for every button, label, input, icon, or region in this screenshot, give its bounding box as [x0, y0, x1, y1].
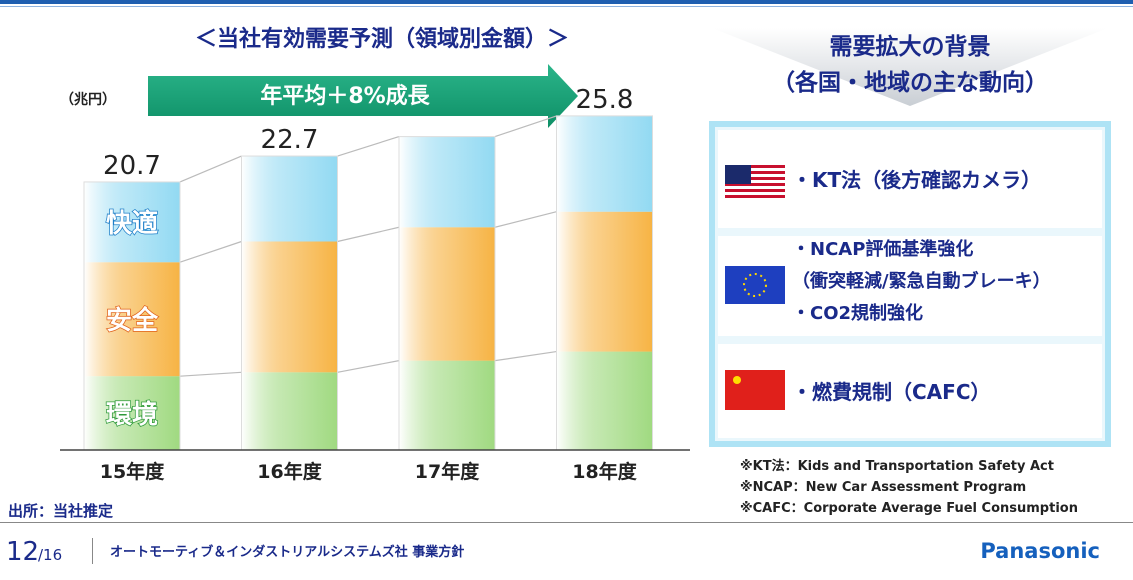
connector: [494, 211, 557, 228]
eu-flag: [725, 266, 785, 304]
bar-segment: [399, 360, 495, 450]
bg-title: 需要拡大の背景: [830, 34, 991, 60]
connector: [179, 240, 242, 263]
x-tick-label: 15年度: [100, 460, 165, 483]
bar-segment: [84, 181, 180, 263]
bar-segment: [399, 227, 495, 361]
note: ※CAFC：Corporate Average Fuel Consumption: [740, 501, 1078, 516]
total-label: 25.8: [576, 85, 634, 115]
item-line: ・KT法（後方確認カメラ）: [792, 168, 1041, 192]
bar-segment: [241, 372, 338, 450]
us-flag: [725, 165, 785, 201]
connector: [337, 136, 400, 157]
top-border-thin: [0, 6, 1133, 7]
bar-segment: [556, 351, 653, 450]
bar-segment: [241, 241, 338, 373]
note: ※NCAP：New Car Assessment Program: [740, 480, 1026, 495]
unit-label: （兆円）: [60, 92, 116, 108]
x-tick-label: 16年度: [257, 460, 322, 483]
footer-divider: [92, 538, 93, 564]
x-tick-label: 18年度: [572, 460, 637, 483]
bar-segment: [84, 376, 180, 450]
growth-arrow: [148, 64, 578, 128]
item-line: （衝突軽減/緊急自動ブレーキ）: [792, 270, 1051, 292]
bar-segment: [399, 136, 495, 228]
footer-rule: [0, 522, 1133, 523]
connector: [337, 226, 400, 243]
bg-subtitle: （各国・地域の主な動向）: [772, 69, 1048, 96]
connector: [337, 360, 400, 373]
total-label: 20.7: [103, 151, 161, 181]
item-line: ・NCAP評価基準強化: [792, 238, 973, 260]
connector: [179, 155, 242, 183]
connector: [494, 115, 557, 138]
series-label: 安全: [106, 305, 159, 336]
brand: Panasonic: [980, 539, 1100, 563]
connector: [179, 371, 242, 377]
growth-label: 年平均＋8%成長: [260, 83, 430, 109]
item-line: ・燃費規制（CAFC）: [792, 380, 991, 404]
bar-segment: [556, 211, 653, 352]
total-label: 22.7: [261, 125, 319, 155]
header-chevron: [712, 28, 1108, 106]
bar-segment: [556, 115, 653, 212]
series-label: 環境: [106, 399, 158, 430]
note: ※KT法：Kids and Transportation Safety Act: [740, 458, 1054, 474]
series-label: 快適: [106, 208, 158, 239]
china-flag: [725, 370, 785, 410]
item-line: ・CO2規制強化: [792, 302, 923, 324]
bar-segment: [241, 156, 338, 242]
chart-title: ＜当社有効需要予測（領域別金額）＞: [195, 26, 569, 52]
page-total: /16: [38, 546, 62, 564]
division: オートモーティブ＆インダストリアルシステムズ社 事業方針: [110, 544, 464, 560]
top-border: [0, 0, 1133, 4]
source: 出所：当社推定: [8, 502, 113, 520]
connector: [494, 350, 557, 362]
chart: ＜当社有効需要予測（領域別金額）＞ （兆円） 年平均＋8%成長: [60, 26, 578, 128]
bar-segment: [84, 262, 180, 377]
x-tick-label: 17年度: [415, 460, 480, 483]
page-number: 12: [6, 537, 39, 567]
